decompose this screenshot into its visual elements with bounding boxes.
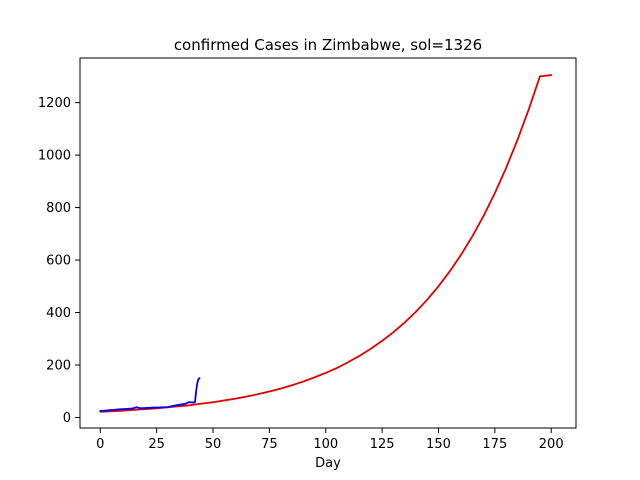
series-line-model <box>99 74 553 413</box>
series-line-observed <box>99 377 201 412</box>
x-tick-label: 150 <box>426 437 451 452</box>
plot-frame <box>79 57 577 429</box>
y-tick-label: 600 <box>46 254 71 269</box>
x-tick-label: 50 <box>205 437 222 452</box>
y-tick-label: 400 <box>46 306 71 321</box>
y-axis: 0 200 400 600 800 1000 1200 <box>38 96 80 426</box>
y-tick-label: 0 <box>63 411 71 426</box>
x-tick-label: 200 <box>539 437 564 452</box>
x-tick-label: 75 <box>261 437 278 452</box>
x-tick-label: 25 <box>148 437 165 452</box>
x-tick-label: 175 <box>482 437 507 452</box>
y-tick-label: 1000 <box>38 149 71 164</box>
x-axis: 0 25 50 75 100 125 150 175 200 <box>96 428 564 452</box>
y-tick-label: 200 <box>46 359 71 374</box>
x-axis-label: Day <box>315 456 341 471</box>
x-tick-label: 100 <box>313 437 338 452</box>
x-tick-label: 125 <box>370 437 395 452</box>
plot-area <box>99 74 553 413</box>
x-tick-label: 0 <box>96 437 104 452</box>
y-tick-label: 1200 <box>38 96 71 111</box>
chart-title: confirmed Cases in Zimbabwe, sol=1326 <box>174 36 482 54</box>
y-tick-label: 800 <box>46 201 71 216</box>
